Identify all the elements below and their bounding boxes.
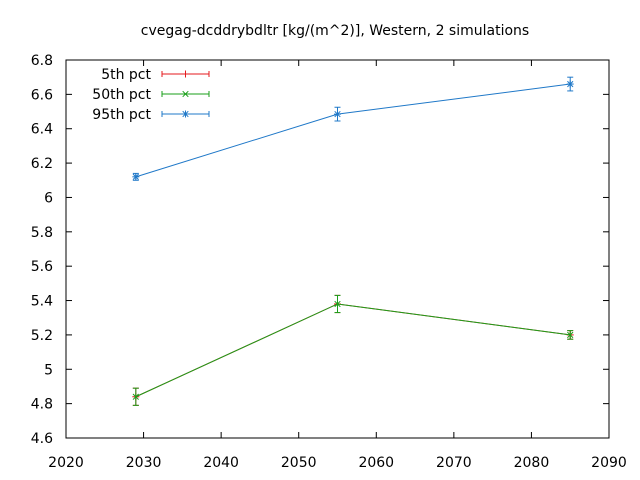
x-tick-label: 2030 [126,455,162,471]
x-axis: 2020 2030 2040 2050 2060 2070 2080 2090 [48,60,627,471]
data-point [132,393,139,400]
series-1 [132,294,574,406]
y-tick-label: 6.6 [31,87,53,103]
plot-area-frame [65,59,610,439]
data-point [132,173,140,181]
y-tick-label: 6.8 [31,53,53,69]
data-point [566,80,574,88]
x-tick-label: 2080 [514,455,550,471]
y-tick-label: 5.2 [31,328,53,344]
legend-marker [182,110,189,118]
data-point [334,300,341,308]
legend: 5th pct 50th pct 95th pct [92,67,210,123]
legend-label: 50th pct [92,87,151,103]
legend-entry: 95th pct [92,107,210,123]
series-2 [132,294,574,406]
data-point-marker-d2 [567,80,574,88]
y-tick-label: 5 [44,362,53,378]
data-point-marker-d2 [334,300,341,308]
chart-title: cvegag-dcddrybdltr [kg/(m^2)], Western, … [141,23,529,39]
data-point-marker-d2 [132,173,139,180]
data-point-marker-d2 [334,110,341,118]
x-tick-label: 2070 [436,455,472,471]
x-tick-label: 2060 [358,455,394,471]
y-tick-label: 4.8 [31,397,53,413]
legend-label: 95th pct [92,107,151,123]
y-tick-label: 6.2 [31,156,53,172]
data-point [567,331,574,339]
x-tick-label: 2040 [203,455,239,471]
x-tick-label: 2020 [48,455,84,471]
series-line [135,83,571,178]
y-tick-label: 6.4 [31,122,53,138]
legend-marker-part-d2 [182,110,189,118]
legend-marker [182,70,189,78]
y-tick-label: 5.6 [31,259,53,275]
legend-label: 5th pct [101,67,151,83]
y-tick-label: 4.6 [31,431,53,447]
data-point [334,110,341,118]
data-point-marker-d2 [132,393,139,400]
y-tick-label: 6 [44,190,53,206]
x-tick-label: 2050 [281,455,317,471]
y-axis: 4.6 4.8 5 5.2 5.4 5.6 5.8 6 6.2 6.4 6.6 6.8 [31,53,609,447]
legend-entry: 50th pct [92,87,210,103]
y-tick-label: 5.8 [31,225,53,241]
y-tick-label: 5.4 [31,294,53,310]
legend-marker [182,90,189,98]
legend-entry: 5th pct [101,67,210,83]
x-tick-label: 2090 [591,455,627,471]
series-3 [132,76,574,181]
series-line [135,303,571,398]
series-layer [132,76,574,406]
data-point-marker-d2 [567,331,574,339]
series-line [135,303,571,398]
legend-marker-part-d2 [182,90,189,98]
